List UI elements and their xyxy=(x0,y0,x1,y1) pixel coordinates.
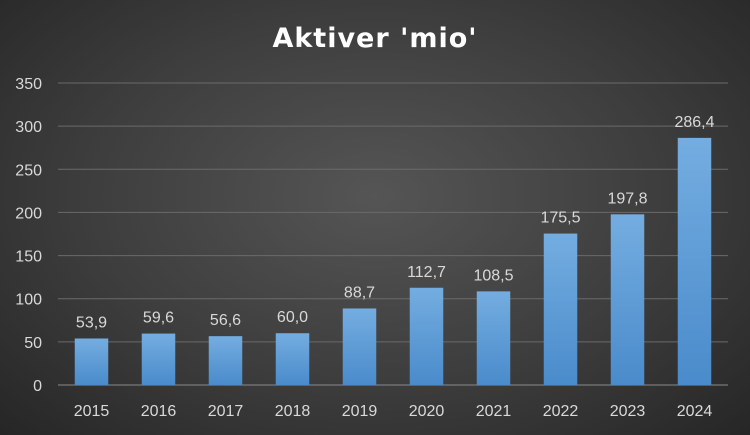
x-axis-ticks: 2015 2016 2017 2018 2019 2020 2021 2022 2023 2024 xyxy=(74,403,713,420)
y-tick-label: 350 xyxy=(15,76,42,93)
x-tick-label: 2021 xyxy=(476,403,512,420)
y-tick-label: 250 xyxy=(15,162,42,179)
data-label: 88,7 xyxy=(344,284,375,301)
data-label: 286,4 xyxy=(674,114,714,131)
data-label: 112,7 xyxy=(407,264,446,281)
x-tick-label: 2022 xyxy=(543,403,579,420)
data-label: 56,6 xyxy=(210,312,241,329)
data-label: 108,5 xyxy=(473,267,513,284)
bars xyxy=(74,137,712,385)
x-tick-label: 2016 xyxy=(141,403,177,420)
x-tick-label: 2024 xyxy=(677,403,713,420)
y-tick-label: 200 xyxy=(15,205,42,222)
y-tick-label: 100 xyxy=(15,292,42,309)
data-label: 60,0 xyxy=(277,309,308,326)
y-tick-label: 300 xyxy=(15,119,42,136)
x-tick-label: 2019 xyxy=(342,403,378,420)
x-tick-label: 2023 xyxy=(610,403,646,420)
bar-2016 xyxy=(141,333,176,385)
bar-2018 xyxy=(275,333,310,385)
x-tick-label: 2015 xyxy=(74,403,110,420)
data-label: 53,9 xyxy=(76,314,107,331)
bar-2023 xyxy=(610,214,645,385)
bar-2015 xyxy=(74,338,109,385)
bar-2022 xyxy=(543,233,578,385)
bar-2020 xyxy=(409,287,444,385)
x-tick-label: 2018 xyxy=(275,403,311,420)
x-tick-label: 2017 xyxy=(208,403,244,420)
data-label: 197,8 xyxy=(607,190,647,207)
data-label: 175,5 xyxy=(540,210,580,227)
bar-2017 xyxy=(208,336,243,385)
data-labels: 53,9 59,6 56,6 60,0 88,7 112,7 108,5 175,5 197,8… xyxy=(76,114,715,332)
y-axis-ticks: 0 50 100 150 200 250 300 350 xyxy=(15,76,42,395)
y-tick-label: 150 xyxy=(15,249,42,266)
chart-title: Aktiver 'mio' xyxy=(272,23,477,54)
bar-2021 xyxy=(476,291,511,385)
bar-2019 xyxy=(342,308,377,385)
data-label: 59,6 xyxy=(143,310,174,327)
y-tick-label: 0 xyxy=(33,378,42,395)
y-tick-label: 50 xyxy=(24,335,42,352)
bar-2024 xyxy=(677,137,712,385)
x-tick-label: 2020 xyxy=(409,403,445,420)
